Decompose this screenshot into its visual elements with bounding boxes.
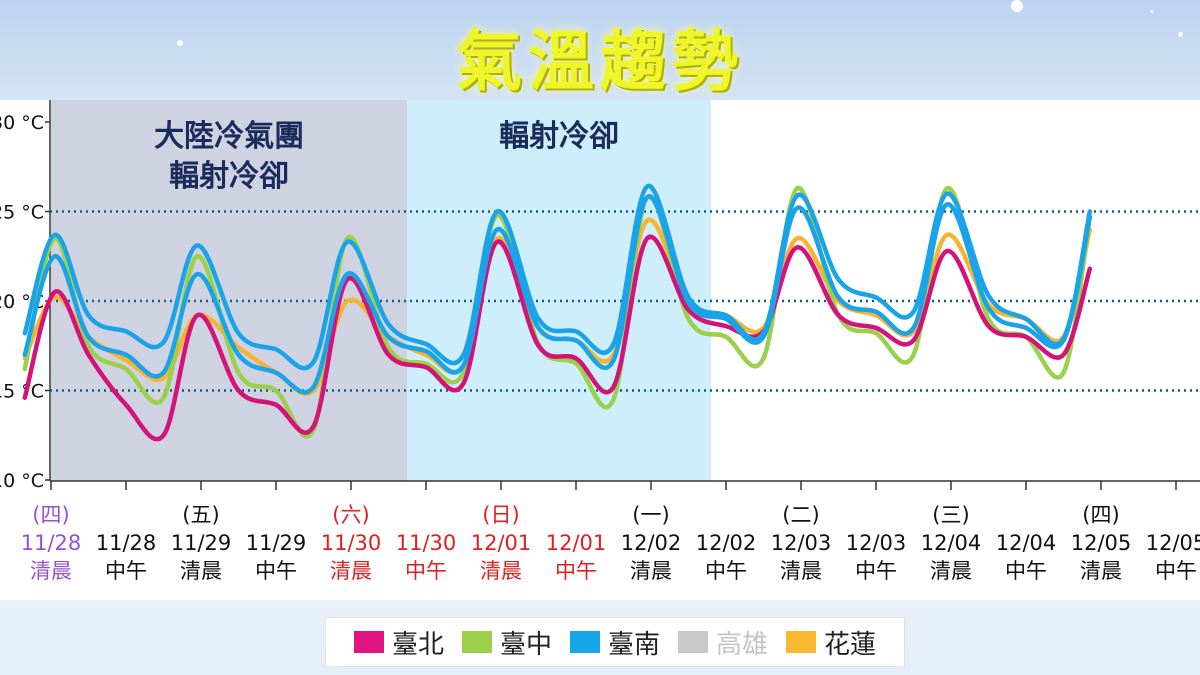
x-tick-date: 11/29	[171, 531, 232, 555]
temperature-trend-chart: 大陸冷氣團輻射冷卻輻射冷卻10 °C15 °C20 °C25 °C30 °C(四…	[0, 100, 1200, 583]
series-line-臺北	[22, 234, 1093, 442]
x-tick-time: 中午	[1005, 559, 1047, 583]
series-line-臺南	[22, 184, 1093, 371]
x-tick-weekday: (四)	[1082, 503, 1119, 527]
x-tick-weekday: (四)	[32, 503, 69, 527]
shaded-region	[51, 100, 408, 481]
legend-item: 臺中	[461, 624, 552, 661]
legend-label: 臺中	[499, 629, 552, 660]
x-tick-time: 清晨	[780, 559, 822, 583]
y-tick-label: 25 °C	[0, 202, 44, 224]
x-tick-time: 清晨	[480, 559, 522, 583]
x-tick-date: 12/02	[621, 531, 682, 555]
legend-swatch	[678, 631, 708, 653]
x-tick-time: 清晨	[180, 559, 222, 583]
x-tick-time: 中午	[555, 559, 597, 583]
x-tick-time: 中午	[255, 559, 297, 583]
y-tick-label: 15 °C	[0, 381, 44, 403]
title-band	[0, 0, 1200, 100]
sparkle-dot	[1178, 32, 1183, 37]
region-label: 大陸冷氣團	[154, 119, 304, 154]
legend-label: 臺南	[607, 629, 660, 660]
series-line-臺南	[22, 194, 1093, 395]
y-tick-label: 30 °C	[0, 112, 44, 134]
legend-item: 高雄	[678, 624, 768, 661]
x-tick-time: 清晨	[330, 559, 372, 583]
legend-item: 臺北	[353, 624, 444, 661]
x-tick-time: 清晨	[930, 559, 972, 583]
sparkle-dot	[177, 40, 183, 46]
sparkle-dot	[1150, 10, 1153, 13]
x-tick-date: 12/05	[1071, 531, 1132, 555]
x-tick-date: 11/28	[21, 531, 82, 555]
x-tick-weekday: (二)	[782, 503, 819, 527]
legend-label: 高雄	[716, 629, 769, 660]
sparkle-dot	[1011, 0, 1023, 12]
legend-item: 臺南	[569, 624, 660, 661]
x-tick-weekday: (一)	[632, 503, 669, 527]
x-tick-date: 12/04	[996, 531, 1057, 555]
x-tick-date: 11/30	[396, 531, 457, 555]
x-tick-date: 11/29	[246, 531, 307, 555]
y-tick-label: 10 °C	[0, 470, 44, 492]
x-tick-time: 中午	[405, 559, 447, 583]
x-tick-date: 12/03	[846, 531, 907, 555]
legend-label: 花蓮	[824, 629, 877, 660]
x-tick-time: 中午	[105, 559, 147, 583]
page-title: 氣溫趨勢	[456, 23, 744, 100]
x-tick-date: 12/02	[696, 531, 757, 555]
x-tick-time: 清晨	[630, 559, 672, 583]
x-tick-date: 12/03	[771, 531, 832, 555]
region-label: 輻射冷卻	[169, 159, 289, 194]
x-tick-time: 中午	[855, 559, 897, 583]
legend-swatch	[786, 631, 817, 653]
legend-item: 花蓮	[786, 624, 876, 661]
x-tick-date: 12/05	[1146, 531, 1200, 555]
legend-swatch	[353, 631, 384, 653]
legend-label: 臺北	[391, 629, 444, 660]
x-tick-date: 12/04	[921, 531, 982, 555]
shaded-region	[407, 100, 711, 481]
x-tick-time: 中午	[705, 559, 747, 583]
chart-legend: 臺北 臺中 臺南 高雄 花蓮	[325, 617, 905, 667]
x-tick-weekday: (六)	[332, 503, 369, 527]
region-label: 輻射冷卻	[499, 119, 619, 154]
legend-swatch	[461, 631, 492, 653]
x-tick-time: 中午	[1155, 559, 1197, 583]
x-tick-weekday: (日)	[482, 503, 519, 527]
x-tick-date: 12/01	[546, 531, 607, 555]
x-tick-weekday: (三)	[932, 503, 969, 527]
legend-swatch	[569, 631, 600, 653]
x-tick-time: 清晨	[1080, 559, 1122, 583]
x-tick-date: 12/01	[471, 531, 532, 555]
x-tick-weekday: (五)	[182, 503, 219, 527]
x-tick-date: 11/28	[96, 531, 157, 555]
x-tick-date: 11/30	[321, 531, 382, 555]
x-tick-time: 清晨	[30, 559, 72, 583]
